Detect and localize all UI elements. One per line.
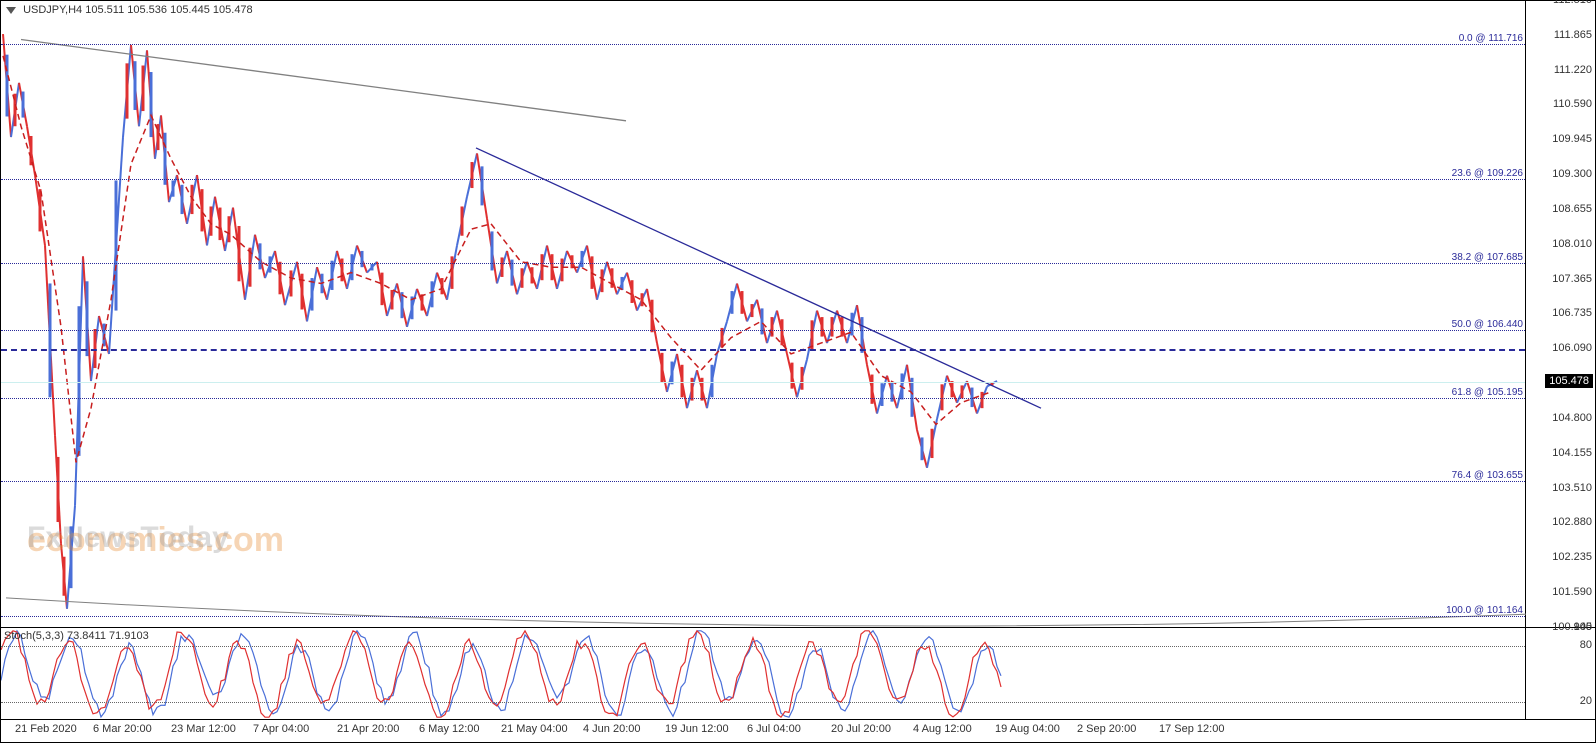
current-price-badge: 105.478 (1545, 374, 1593, 388)
dashed-support-line (1, 349, 1525, 351)
y-tick: 102.235 (1552, 551, 1592, 563)
x-tick: 7 Apr 04:00 (253, 723, 309, 735)
ohlc-open: 105.511 (85, 4, 124, 16)
indicator-panel[interactable]: Stoch(5,3,3) 73.8411 71.9103 1008020 (1, 628, 1595, 720)
current-price-line (1, 382, 1525, 383)
indicator-level (1, 702, 1525, 703)
x-tick: 4 Aug 12:00 (913, 723, 972, 735)
x-tick: 6 Jul 04:00 (747, 723, 801, 735)
y-tick: 106.735 (1552, 307, 1592, 319)
x-tick: 21 Feb 2020 (15, 723, 77, 735)
fib-line (1, 263, 1525, 264)
y-tick: 109.945 (1552, 133, 1592, 145)
y-tick: 102.880 (1552, 516, 1592, 528)
ohlc-low: 105.445 (170, 4, 210, 16)
x-tick: 23 Mar 12:00 (171, 723, 236, 735)
x-tick: 21 Apr 20:00 (337, 723, 399, 735)
fib-label: 50.0 @ 106.440 (1452, 319, 1523, 330)
indicator-y-tick: 20 (1580, 695, 1592, 707)
fib-line (1, 179, 1525, 180)
fib-line (1, 330, 1525, 331)
fib-line (1, 44, 1525, 45)
y-tick: 107.365 (1552, 273, 1592, 285)
fib-label: 23.6 @ 109.226 (1452, 168, 1523, 179)
trading-chart: USDJPY,H4 105.511 105.536 105.445 105.47… (0, 0, 1596, 743)
y-tick: 103.510 (1552, 482, 1592, 494)
fib-line (1, 616, 1525, 617)
fib-line (1, 481, 1525, 482)
fib-label: 61.8 @ 105.195 (1452, 387, 1523, 398)
y-tick: 108.010 (1552, 238, 1592, 250)
ohlc-high: 105.536 (127, 4, 167, 16)
indicator-y-axis[interactable]: 1008020 (1525, 628, 1595, 719)
indicator-svg (1, 628, 1526, 719)
y-tick: 110.590 (1553, 98, 1592, 110)
price-chart-area[interactable]: USDJPY,H4 105.511 105.536 105.445 105.47… (1, 1, 1526, 627)
fib-label: 76.4 @ 103.655 (1452, 470, 1523, 481)
x-tick: 17 Sep 12:00 (1159, 723, 1224, 735)
y-tick: 104.155 (1552, 447, 1592, 459)
ohlc-close: 105.478 (213, 4, 253, 16)
indicator-y-tick: 100 (1574, 621, 1592, 633)
x-tick: 4 Jun 20:00 (583, 723, 641, 735)
x-tick: 19 Jun 12:00 (665, 723, 729, 735)
y-tick: 109.300 (1552, 168, 1592, 180)
y-tick: 111.865 (1554, 29, 1592, 41)
x-tick: 20 Jul 20:00 (831, 723, 891, 735)
indicator-label: Stoch(5,3,3) 73.8411 71.9103 (4, 630, 149, 642)
stoch-k: 73.8411 (67, 630, 106, 642)
x-tick: 2 Sep 20:00 (1077, 723, 1136, 735)
x-tick: 19 Aug 04:00 (995, 723, 1060, 735)
indicator-chart-area[interactable]: Stoch(5,3,3) 73.8411 71.9103 (1, 628, 1526, 719)
stoch-d: 71.9103 (109, 630, 149, 642)
y-tick: 112.510 (1553, 0, 1592, 6)
x-tick: 6 Mar 20:00 (93, 723, 152, 735)
x-tick: 6 May 12:00 (419, 723, 480, 735)
y-tick: 104.800 (1552, 412, 1592, 424)
fib-label: 0.0 @ 111.716 (1459, 33, 1523, 44)
y-tick: 108.655 (1552, 203, 1592, 215)
indicator-y-tick: 80 (1580, 639, 1592, 651)
indicator-level (1, 646, 1525, 647)
time-x-axis[interactable]: 21 Feb 2020 6 Mar 20:00 23 Mar 12:00 7 Apr … (1, 720, 1526, 742)
fib-label: 100.0 @ 101.164 (1446, 605, 1523, 616)
y-tick: 106.090 (1552, 342, 1592, 354)
stoch-name: Stoch(5,3,3) (4, 630, 64, 642)
y-tick: 101.590 (1552, 586, 1592, 598)
price-panel[interactable]: USDJPY,H4 105.511 105.536 105.445 105.47… (1, 1, 1595, 628)
symbol-name: USDJPY,H4 (23, 4, 82, 16)
dropdown-icon[interactable] (6, 7, 16, 14)
y-tick: 111.220 (1554, 64, 1592, 76)
x-tick: 21 May 04:00 (501, 723, 568, 735)
fib-label: 38.2 @ 107.685 (1452, 252, 1523, 263)
symbol-info: USDJPY,H4 105.511 105.536 105.445 105.47… (6, 4, 253, 16)
fib-line (1, 398, 1525, 399)
price-y-axis[interactable]: 112.510 111.865 111.220 110.590 109.945 109.3… (1525, 1, 1595, 627)
